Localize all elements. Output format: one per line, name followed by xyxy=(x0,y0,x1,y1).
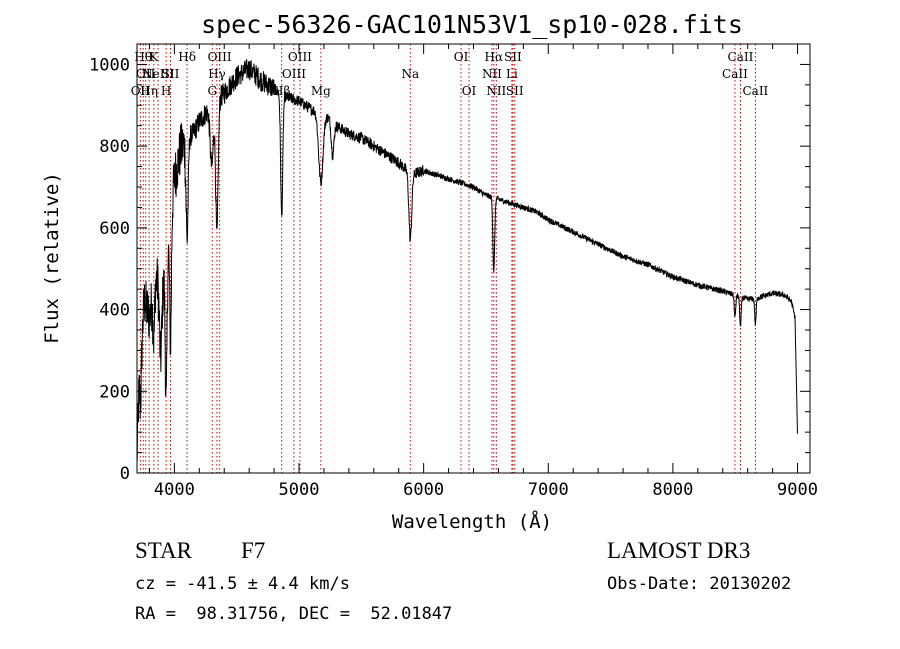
y-tick-label: 1000 xyxy=(89,55,130,75)
line-marker-label: OI xyxy=(454,50,469,64)
line-marker-label: OIII xyxy=(288,50,312,64)
line-marker-label: K xyxy=(149,50,159,64)
object-class: STAR xyxy=(135,538,192,563)
line-marker-label: OI xyxy=(462,84,477,98)
line-marker-label: NeIII xyxy=(142,67,174,81)
spectrum-line xyxy=(136,59,798,461)
line-marker-label: OII xyxy=(131,84,151,98)
line-marker-label: OIII xyxy=(282,67,306,81)
line-marker-label: NII xyxy=(486,84,506,98)
axes: 4000 5000 6000 7000 8000 9000 0 200 400 600 800 100… xyxy=(89,43,818,500)
line-marker-label: Li xyxy=(506,67,518,81)
line-marker-label: OIII xyxy=(208,50,232,64)
line-marker-label: Hα xyxy=(485,50,504,64)
line-marker-label: Hγ xyxy=(208,67,226,81)
x-tick-label: 9000 xyxy=(777,480,818,500)
line-marker-label: SII xyxy=(504,50,522,64)
y-tick-label: 800 xyxy=(99,137,130,157)
line-marker-label: CaII xyxy=(742,84,768,98)
x-tick-label: 5000 xyxy=(279,480,320,500)
coordinates-readout: RA = 98.31756, DEC = 52.01847 xyxy=(135,604,453,624)
plot-frame xyxy=(136,43,811,474)
line-marker-label: SII xyxy=(506,84,524,98)
y-tick-label: 0 xyxy=(120,464,130,484)
line-marker-labels: OIIHθOIIHηKNeIIIHSIIHδGHγOIIIHβOIIIOIIIM… xyxy=(131,50,769,98)
velocity-readout: cz = -41.5 ± 4.4 km/s xyxy=(135,574,350,594)
y-tick-label: 400 xyxy=(99,301,130,321)
line-marker-label: Mg xyxy=(311,84,331,98)
x-tick-label: 4000 xyxy=(154,480,195,500)
line-marker-label: G xyxy=(207,84,217,98)
object-subclass: F7 xyxy=(241,538,266,563)
x-tick-label: 7000 xyxy=(528,480,569,500)
x-tick-label: 6000 xyxy=(403,480,444,500)
chart-title: spec-56326-GAC101N53V1_sp10-028.fits xyxy=(201,10,743,39)
line-marker-label: Na xyxy=(401,67,419,81)
y-tick-label: 600 xyxy=(99,219,130,239)
line-marker-label: CaII xyxy=(722,67,748,81)
line-marker-label: Hθ xyxy=(134,50,152,64)
line-markers xyxy=(139,44,756,473)
line-marker-label: SII xyxy=(162,67,180,81)
observation-date: Obs-Date: 20130202 xyxy=(607,574,792,594)
line-marker-label: CaII xyxy=(728,50,754,64)
line-marker-label: Hη xyxy=(140,84,158,98)
y-tick-label: 200 xyxy=(99,382,130,402)
line-marker-label: Hδ xyxy=(178,50,196,64)
line-marker-label: NII xyxy=(482,67,502,81)
line-marker-label: OII xyxy=(136,67,156,81)
y-axis-label: Flux (relative) xyxy=(41,172,63,344)
x-axis-label: Wavelength (Å) xyxy=(392,510,552,533)
x-tick-label: 8000 xyxy=(652,480,693,500)
survey-name: LAMOST DR3 xyxy=(607,538,751,563)
line-marker-label: H xyxy=(161,84,171,98)
